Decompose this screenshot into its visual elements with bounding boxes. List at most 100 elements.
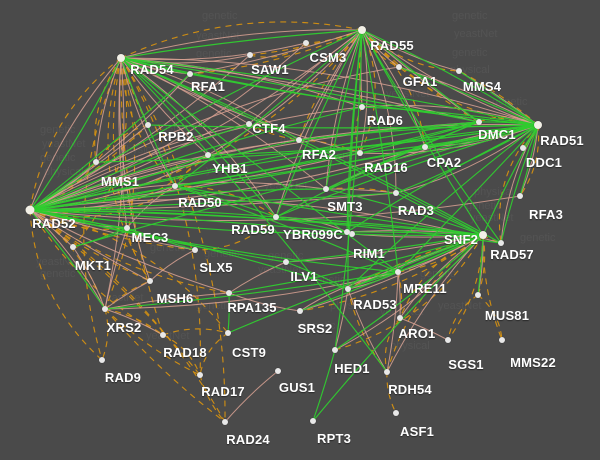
graph-node-rdh54[interactable] <box>384 369 390 375</box>
graph-node-msh6[interactable] <box>147 278 153 284</box>
graph-node-rad55[interactable] <box>358 26 366 34</box>
graph-node-rfa1[interactable] <box>187 71 193 77</box>
graph-node-rad6[interactable] <box>359 104 365 110</box>
edge <box>325 29 363 190</box>
edge <box>29 106 363 211</box>
graph-node-mms4[interactable] <box>456 68 462 74</box>
graph-node-mus81[interactable] <box>475 292 481 298</box>
edge <box>312 234 484 422</box>
graph-node-asf1[interactable] <box>393 410 399 416</box>
graph-node-ilv1[interactable] <box>283 259 289 265</box>
edge <box>29 29 363 211</box>
graph-node-rad18[interactable] <box>160 332 166 338</box>
graph-node-rfa2[interactable] <box>296 137 302 143</box>
graph-node-rad53[interactable] <box>345 286 351 292</box>
graph-node-ctf4[interactable] <box>246 121 252 127</box>
edge <box>359 121 480 154</box>
edge <box>162 334 201 376</box>
edge <box>126 185 176 229</box>
graph-node-rad51[interactable] <box>534 121 542 129</box>
graph-node-mms1[interactable] <box>93 159 99 165</box>
edge <box>312 349 336 422</box>
edge <box>120 29 363 59</box>
edge <box>299 234 484 312</box>
edge <box>299 234 484 312</box>
edge <box>334 234 484 351</box>
edge <box>95 57 122 163</box>
edge <box>29 106 363 211</box>
graph-node-rad16[interactable] <box>357 150 363 156</box>
graph-node-cpa2[interactable] <box>422 144 428 150</box>
edge <box>29 42 307 211</box>
graph-node-rad54[interactable] <box>117 54 125 62</box>
graph-node-rad57[interactable] <box>498 240 504 246</box>
edge <box>120 42 307 61</box>
graph-node-saw1[interactable] <box>247 52 253 58</box>
edge <box>174 121 480 187</box>
edge <box>29 209 230 294</box>
edge <box>347 271 399 290</box>
edge <box>477 294 503 341</box>
graph-node-rad17[interactable] <box>197 372 203 378</box>
graph-node-mms22[interactable] <box>499 337 505 343</box>
edge <box>29 209 196 251</box>
edge <box>361 29 460 72</box>
graph-node-slx5[interactable] <box>192 247 198 253</box>
edge <box>101 308 109 361</box>
graph-node-rad50[interactable] <box>172 183 178 189</box>
edge <box>104 227 128 310</box>
edge <box>104 292 230 310</box>
graph-node-gus1[interactable] <box>275 368 281 374</box>
edge <box>104 280 151 310</box>
edge <box>361 29 397 194</box>
graph-node-srs2[interactable] <box>297 308 303 314</box>
edge <box>199 374 226 423</box>
graph-node-mec3[interactable] <box>124 225 130 231</box>
graph-node-dmc1[interactable] <box>476 119 482 125</box>
graph-node-rad52[interactable] <box>25 205 35 215</box>
graph-node-rad3[interactable] <box>393 190 399 196</box>
graph-node-sgs1[interactable] <box>445 337 451 343</box>
edge <box>119 57 151 282</box>
edge <box>386 271 399 373</box>
graph-node-aro1[interactable] <box>397 315 403 321</box>
graph-node-ddc1[interactable] <box>520 145 526 151</box>
graph-node-rpa135[interactable] <box>226 290 232 296</box>
graph-node-rad59[interactable] <box>273 214 279 220</box>
edge <box>298 121 480 141</box>
edge <box>120 57 399 273</box>
edge <box>361 29 480 123</box>
graph-node-hed1[interactable] <box>332 347 338 353</box>
edge <box>228 292 301 312</box>
graph-node-smt3[interactable] <box>323 186 329 192</box>
graph-node-gfa1[interactable] <box>396 64 402 70</box>
graph-node-yhb1[interactable] <box>205 152 211 158</box>
graph-node-rad9[interactable] <box>99 357 105 363</box>
edge <box>325 29 363 190</box>
graph-node-csm3[interactable] <box>303 40 309 46</box>
edge <box>227 234 484 334</box>
graph-node-rfa3[interactable] <box>517 193 523 199</box>
graph-node-xrs2[interactable] <box>102 306 108 312</box>
edge <box>29 209 106 310</box>
graph-node-rad24[interactable] <box>222 419 228 425</box>
graph-node-rpt3[interactable] <box>310 418 316 424</box>
edge <box>199 332 229 376</box>
edge <box>29 57 122 211</box>
edge <box>298 29 363 141</box>
graph-node-mre11[interactable] <box>395 269 401 275</box>
graph-node-mkt1[interactable] <box>70 244 76 250</box>
graph-node-cst9[interactable] <box>225 330 231 336</box>
edge <box>120 57 361 154</box>
edge <box>29 209 151 282</box>
edge <box>120 57 209 156</box>
edge <box>29 154 209 211</box>
graph-node-ybr099c[interactable] <box>349 231 355 237</box>
edge <box>29 73 191 211</box>
graph-node-rpb2[interactable] <box>145 122 151 128</box>
edge <box>458 70 539 126</box>
graph-node-rim1[interactable] <box>344 229 350 235</box>
edge <box>174 185 277 218</box>
edge <box>120 57 226 423</box>
graph-node-snf2[interactable] <box>479 231 487 239</box>
